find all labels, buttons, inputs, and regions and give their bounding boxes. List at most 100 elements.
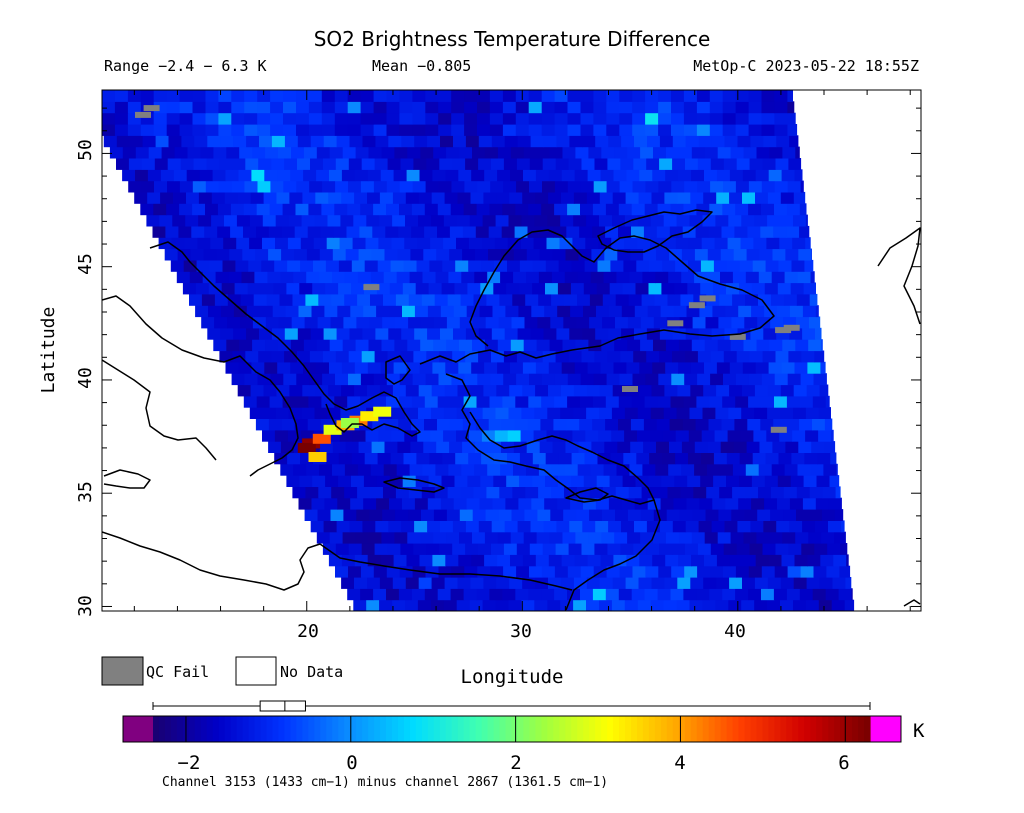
swath-pixel	[280, 463, 294, 476]
swath-pixel	[671, 90, 685, 102]
swath-pixel	[696, 112, 711, 125]
swath-pixel	[541, 124, 556, 136]
swath-pixel	[405, 599, 419, 611]
swath-pixel	[411, 418, 425, 431]
swath-pixel	[347, 90, 362, 102]
swath-pixel	[679, 509, 694, 521]
swath-pixel	[496, 577, 510, 589]
swath-pixel	[605, 395, 620, 408]
swath-pixel	[709, 90, 724, 102]
swath-pixel	[321, 101, 336, 114]
swath-pixel	[324, 305, 338, 318]
swath-pixel	[764, 497, 778, 510]
swath-pixel	[476, 588, 490, 601]
swath-pixel	[286, 282, 300, 295]
swath-pixel	[398, 588, 413, 601]
swath-pixel	[567, 90, 581, 102]
swath-pixel	[700, 282, 714, 295]
swath-pixel	[226, 339, 240, 352]
swath-pixel	[153, 124, 168, 136]
swath-pixel	[235, 259, 249, 272]
swath-pixel	[548, 169, 563, 182]
swath-pixel	[651, 191, 665, 204]
swath-pixel	[325, 259, 340, 272]
colorbar-step	[864, 716, 871, 742]
swath-pixel	[214, 293, 229, 306]
swath-pixel	[673, 497, 687, 510]
swath-pixel	[684, 373, 698, 386]
swath-pixel	[230, 203, 245, 216]
swath-pixel	[268, 225, 283, 238]
swath-pixel	[648, 475, 662, 487]
swath-pixel	[166, 90, 181, 102]
swath-pixel	[632, 565, 646, 578]
swath-pixel	[160, 191, 174, 204]
swath-pixel	[425, 373, 440, 386]
swath-pixel	[218, 180, 233, 193]
swath-pixel	[762, 158, 777, 170]
swath-pixel	[427, 497, 442, 510]
swath-pixel	[662, 237, 677, 250]
swath-pixel	[742, 169, 757, 182]
swath-pixel	[739, 259, 754, 272]
swath-pixel	[788, 158, 802, 170]
swath-pixel	[774, 180, 789, 193]
swath-pixel	[542, 543, 557, 555]
swath-pixel	[593, 124, 607, 136]
swath-pixel	[606, 90, 620, 102]
swath-pixel	[361, 158, 376, 170]
swath-pixel	[439, 543, 453, 555]
colorbar-step	[188, 716, 196, 742]
swath-pixel	[746, 441, 761, 453]
swath-pixel	[102, 90, 116, 102]
swath-pixel	[557, 497, 571, 510]
swath-pixel	[622, 282, 637, 295]
swath-pixel	[310, 327, 325, 340]
swath-pixel	[389, 497, 403, 510]
colorbar-step	[505, 716, 513, 742]
swath-pixel	[249, 407, 264, 419]
swath-pixel	[583, 475, 598, 487]
swath-pixel	[234, 282, 249, 295]
swath-pixel	[714, 237, 729, 250]
swath-pixel	[652, 169, 666, 182]
swath-pixel	[457, 191, 471, 204]
swath-pixel	[515, 588, 529, 601]
swath-pixel	[591, 248, 605, 261]
swath-pixel	[754, 214, 768, 227]
swath-pixel	[247, 282, 262, 295]
swath-pixel	[763, 327, 777, 340]
swath-pixel	[613, 361, 627, 374]
swath-pixel	[633, 350, 647, 363]
swath-pixel	[403, 259, 417, 272]
swath-pixel	[425, 565, 439, 578]
swath-pixel	[344, 463, 359, 476]
swath-pixel	[752, 259, 767, 272]
swath-pixel	[103, 135, 118, 148]
qc-fail-pixel	[770, 426, 787, 433]
swath-pixel	[438, 124, 452, 136]
swath-pixel	[456, 429, 470, 442]
colorbar-step	[397, 716, 405, 742]
swath-pixel	[722, 588, 736, 601]
swath-pixel	[777, 305, 791, 318]
swath-pixel	[636, 452, 650, 465]
swath-pixel	[274, 259, 288, 272]
swath-pixel	[284, 350, 298, 363]
swath-pixel	[344, 486, 358, 499]
swath-pixel	[347, 588, 361, 601]
swath-pixel	[411, 225, 425, 238]
swath-pixel	[638, 191, 653, 204]
swath-pixel	[417, 599, 432, 611]
swath-pixel	[614, 531, 628, 544]
swath-pixel	[697, 158, 712, 170]
swath-pixel	[515, 124, 530, 136]
swath-pixel	[155, 135, 170, 148]
swath-pixel	[394, 531, 408, 544]
swath-pixel	[283, 180, 297, 193]
swath-pixel	[579, 418, 593, 431]
swath-pixel	[735, 203, 749, 216]
swath-pixel	[288, 214, 303, 227]
colorbar-step	[409, 716, 417, 742]
swath-pixel	[739, 452, 754, 465]
